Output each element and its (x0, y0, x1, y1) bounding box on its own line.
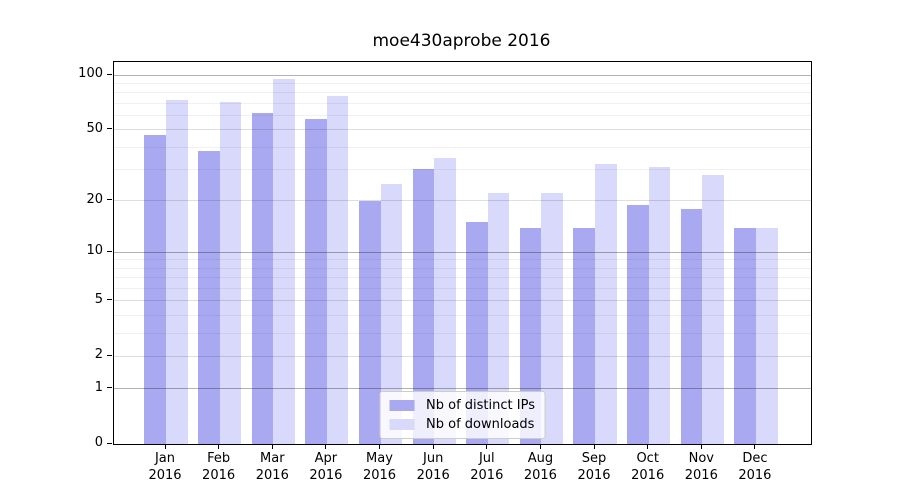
x-tick (486, 445, 488, 449)
y-tick (107, 199, 112, 201)
y-tick (107, 387, 112, 389)
x-tick-month: Feb (207, 451, 231, 466)
bar-distinct-ips (358, 200, 381, 444)
bar-downloads (380, 183, 403, 444)
bar-downloads (434, 157, 456, 444)
bar-downloads (166, 99, 188, 444)
bar-downloads (541, 193, 563, 444)
bar-distinct-ips (680, 208, 703, 444)
bar-downloads (648, 166, 671, 444)
x-tick (593, 445, 595, 449)
y-tick (107, 299, 112, 301)
legend-label-downloads: Nb of downloads (426, 417, 535, 432)
x-tick-label: Jun 2016 (403, 450, 463, 484)
x-tick (432, 445, 434, 449)
bar-downloads (755, 227, 778, 444)
y-tick (107, 73, 112, 75)
y-tick-label: 10 (86, 243, 103, 259)
y-tick (107, 354, 112, 356)
x-tick-year: 2016 (577, 468, 611, 483)
y-tick-label: 1 (94, 379, 103, 395)
bar-downloads (273, 79, 295, 444)
x-tick-year: 2016 (416, 468, 450, 483)
x-tick-month: Oct (636, 451, 659, 466)
bar-downloads (702, 174, 724, 444)
x-tick-label: Aug 2016 (510, 450, 570, 484)
x-tick-year: 2016 (255, 468, 289, 483)
x-tick-year: 2016 (470, 468, 504, 483)
chart-title: moe430aprobe 2016 (372, 31, 551, 51)
bar-downloads (326, 95, 349, 444)
bar-distinct-ips (198, 151, 220, 444)
x-tick (539, 445, 541, 449)
x-tick-label: Jan 2016 (135, 450, 195, 484)
x-tick-year: 2016 (738, 468, 772, 483)
y-tick (107, 128, 112, 130)
x-tick (647, 445, 649, 449)
legend-swatch-downloads (389, 419, 415, 430)
x-tick-year: 2016 (309, 468, 343, 483)
x-tick (379, 445, 380, 449)
x-tick-year: 2016 (523, 468, 557, 483)
bar-downloads (487, 193, 510, 444)
legend-swatch-distinct-ips (389, 400, 415, 411)
y-tick-label: 20 (86, 191, 103, 207)
bar-distinct-ips (305, 119, 327, 444)
x-tick-label: Mar 2016 (242, 450, 302, 484)
x-tick (325, 445, 327, 449)
x-tick-month: Dec (742, 451, 768, 466)
x-tick-month: Jan (154, 451, 176, 466)
y-tick-label: 50 (86, 120, 103, 136)
x-tick (164, 445, 166, 449)
legend-label-distinct-ips: Nb of distinct IPs (426, 398, 535, 413)
bar-distinct-ips (734, 227, 756, 444)
x-tick-month: Sep (581, 451, 607, 466)
x-tick-label: Apr 2016 (296, 450, 356, 484)
x-tick (271, 445, 273, 449)
y-tick-label: 0 (94, 435, 103, 450)
x-tick-label: Nov 2016 (671, 450, 731, 484)
bar-distinct-ips (466, 222, 488, 444)
x-tick-label: Feb 2016 (189, 450, 249, 484)
bar-distinct-ips (412, 169, 435, 444)
y-tick-label: 2 (94, 347, 103, 363)
y-tick (107, 250, 112, 252)
x-tick-label: Sep 2016 (564, 450, 624, 484)
x-tick-month: Mar (260, 451, 285, 466)
legend-item-downloads: Nb of downloads (389, 417, 535, 432)
x-tick-month: Jun (423, 451, 444, 466)
x-tick-year: 2016 (362, 468, 397, 483)
x-tick-label: Jul 2016 (457, 450, 517, 484)
x-tick-label: Dec 2016 (725, 450, 785, 484)
x-tick-month: May (366, 451, 393, 466)
y-tick-label: 100 (78, 66, 103, 81)
legend-item-distinct-ips: Nb of distinct IPs (389, 398, 535, 413)
bar-distinct-ips (519, 227, 542, 444)
x-tick-year: 2016 (202, 468, 236, 483)
x-tick (218, 445, 220, 449)
y-tick (107, 442, 112, 444)
x-tick-year: 2016 (684, 468, 718, 483)
bar-downloads (595, 164, 617, 444)
x-tick-label: May 2016 (350, 450, 410, 484)
bar-distinct-ips (573, 227, 596, 444)
x-tick-month: Jul (478, 451, 495, 466)
x-tick (700, 445, 702, 449)
plot-area: Nb of distinct IPs Nb of downloads (113, 61, 812, 445)
bar-distinct-ips (627, 204, 649, 444)
x-tick-year: 2016 (631, 468, 665, 483)
bars-layer (114, 62, 811, 444)
y-tick-label: 5 (94, 291, 103, 307)
x-tick-month: Nov (688, 451, 714, 466)
x-tick-year: 2016 (148, 468, 182, 483)
bar-distinct-ips (251, 112, 274, 444)
x-tick-label: Oct 2016 (618, 450, 678, 484)
bar-distinct-ips (144, 134, 166, 444)
x-tick-month: Aug (527, 451, 554, 466)
x-tick-month: Apr (314, 451, 338, 466)
x-tick (754, 445, 756, 449)
legend: Nb of distinct IPs Nb of downloads (379, 391, 546, 439)
bar-downloads (219, 102, 242, 444)
